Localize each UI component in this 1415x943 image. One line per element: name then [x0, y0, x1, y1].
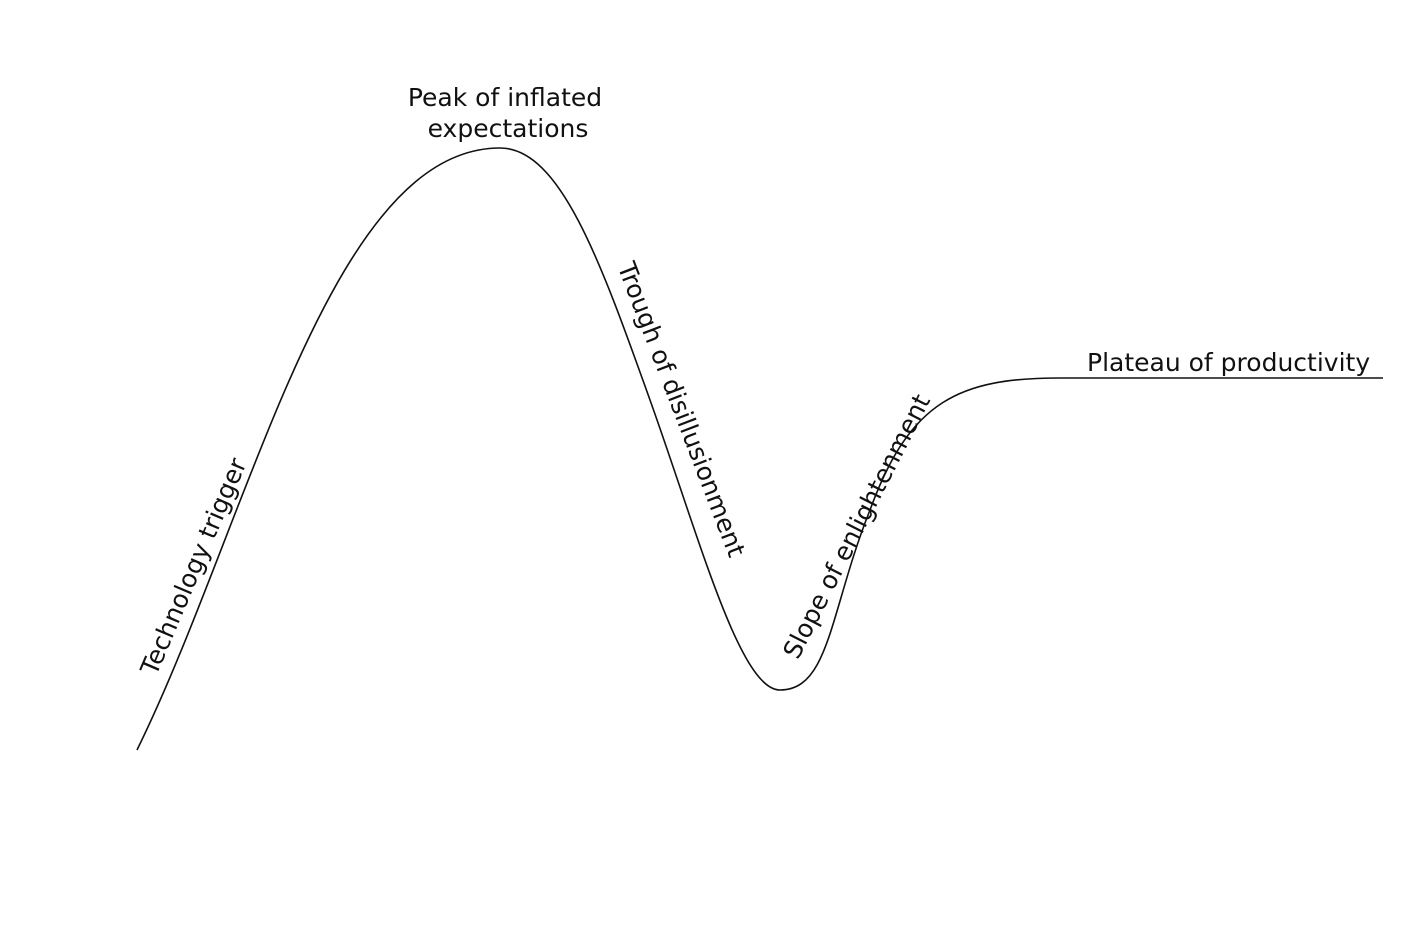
plateau-label: Plateau of productivity: [1087, 348, 1370, 377]
peak-label-line: expectations: [428, 114, 589, 143]
hype-curve: [136, 147, 1383, 751]
peak-label-line: Peak of inflated: [408, 83, 602, 112]
